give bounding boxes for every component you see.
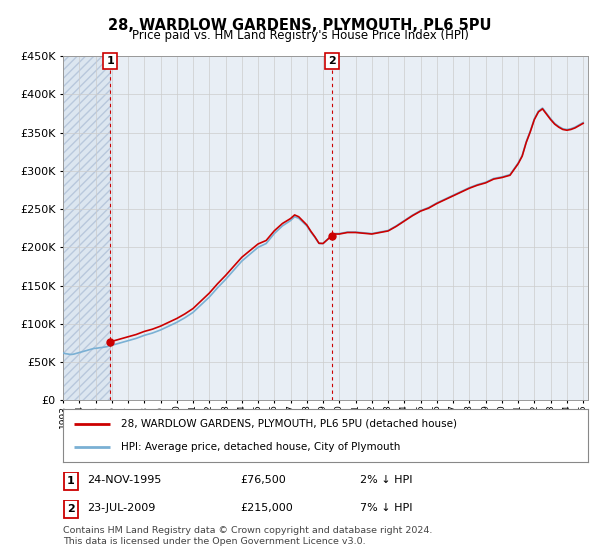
Text: 1: 1	[67, 476, 74, 486]
Text: 28, WARDLOW GARDENS, PLYMOUTH, PL6 5PU (detached house): 28, WARDLOW GARDENS, PLYMOUTH, PL6 5PU (…	[121, 419, 457, 429]
Text: 28, WARDLOW GARDENS, PLYMOUTH, PL6 5PU: 28, WARDLOW GARDENS, PLYMOUTH, PL6 5PU	[108, 18, 492, 33]
Text: 2: 2	[328, 56, 336, 66]
Text: 1: 1	[106, 56, 114, 66]
Text: 2: 2	[67, 504, 74, 514]
FancyBboxPatch shape	[64, 473, 78, 489]
Text: Contains HM Land Registry data © Crown copyright and database right 2024.
This d: Contains HM Land Registry data © Crown c…	[63, 526, 433, 546]
Text: 7% ↓ HPI: 7% ↓ HPI	[360, 503, 413, 513]
Text: HPI: Average price, detached house, City of Plymouth: HPI: Average price, detached house, City…	[121, 442, 400, 452]
Text: £215,000: £215,000	[240, 503, 293, 513]
Text: Price paid vs. HM Land Registry's House Price Index (HPI): Price paid vs. HM Land Registry's House …	[131, 29, 469, 42]
FancyBboxPatch shape	[64, 501, 78, 517]
Text: 2% ↓ HPI: 2% ↓ HPI	[360, 475, 413, 485]
Text: 24-NOV-1995: 24-NOV-1995	[87, 475, 161, 485]
Text: £76,500: £76,500	[240, 475, 286, 485]
Text: 23-JUL-2009: 23-JUL-2009	[87, 503, 155, 513]
